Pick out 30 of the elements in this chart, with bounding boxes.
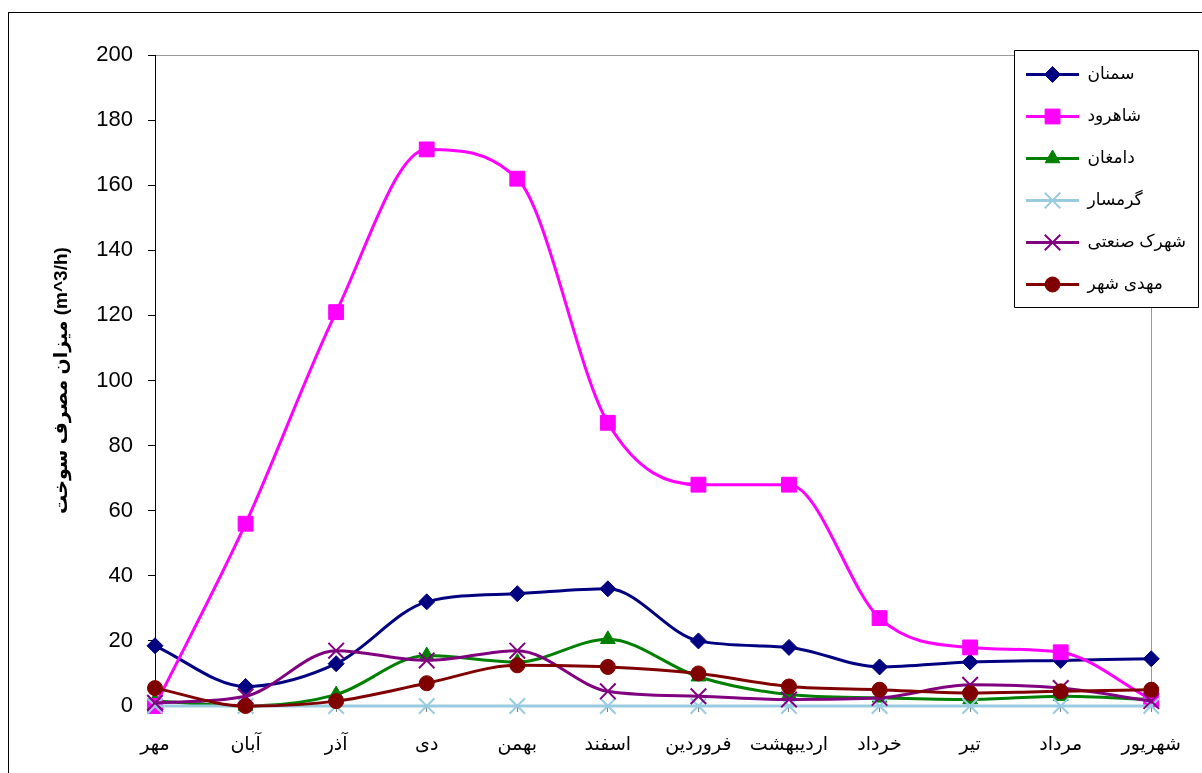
y-tick-label: 120: [96, 301, 133, 327]
x-tick-label: آبان: [230, 730, 262, 754]
y-tick-label: 20: [108, 626, 133, 652]
x-tick-label: دی: [415, 732, 439, 754]
y-tick-label: 180: [96, 106, 133, 132]
y-tick-label: 140: [96, 236, 133, 262]
legend-label: مهدی شهر: [1086, 274, 1163, 295]
x-tick-label: خرداد: [857, 732, 902, 755]
legend-label: شهرک صنعتی: [1087, 232, 1186, 253]
x-tick-label: آذر: [323, 730, 349, 755]
x-tick-label: اردیبهشت: [749, 732, 829, 755]
x-tick-label: فروردین: [665, 732, 732, 755]
legend-label: دامغان: [1087, 148, 1135, 168]
x-tick-label: تیر: [958, 732, 981, 755]
x-tick-label: مهر: [139, 732, 170, 755]
y-axis-title: میزان مصرف سوخت (m^3/h): [49, 247, 72, 514]
legend-label: گرمسار: [1086, 189, 1144, 210]
y-tick-label: 60: [108, 496, 133, 522]
y-tick-label: 200: [96, 41, 133, 67]
legend-label: سمنان: [1087, 64, 1135, 84]
x-tick-label: مرداد: [1039, 732, 1083, 755]
y-tick-label: 0: [120, 692, 133, 718]
x-tick-label: بهمن: [497, 732, 538, 755]
y-tick-label: 100: [96, 366, 133, 392]
y-tick-label: 80: [108, 431, 133, 457]
x-tick-label: شهریور: [1120, 732, 1182, 755]
legend-label: شاهرود: [1087, 106, 1142, 126]
y-tick-label: 40: [108, 561, 133, 587]
x-tick-label: اسفند: [584, 732, 632, 754]
y-tick-label: 160: [96, 171, 133, 197]
